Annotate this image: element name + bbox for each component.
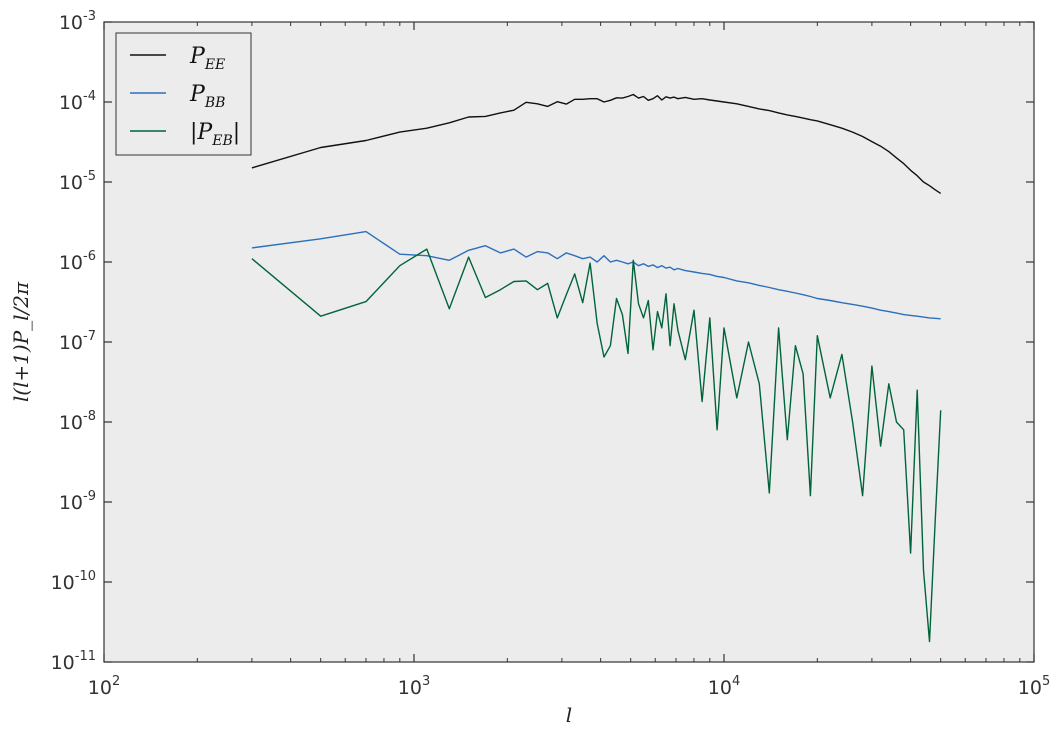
legend-box: [115, 32, 252, 156]
y-tick-exponent: -5: [83, 169, 96, 184]
legend-subscript: EE: [204, 57, 225, 73]
y-tick-label: 10-11: [51, 649, 96, 674]
y-tick-base: 10: [51, 572, 75, 594]
x-tick-base: 10: [398, 677, 422, 699]
y-tick-label: 10-9: [59, 489, 96, 514]
legend-label-bb: PBB: [189, 82, 225, 111]
x-tick-label: 104: [708, 674, 740, 699]
x-tick-base: 10: [88, 677, 112, 699]
y-tick-label: 10-8: [59, 409, 96, 434]
x-tick-base: 10: [1018, 677, 1042, 699]
legend-main: P: [189, 82, 206, 107]
y-tick-base: 10: [59, 252, 83, 274]
y-tick-exponent: -8: [83, 409, 96, 424]
x-tick-exponent: 5: [1042, 674, 1050, 689]
x-tick-label: 102: [88, 674, 120, 699]
x-axis-label: l: [566, 703, 572, 727]
y-tick-base: 10: [59, 412, 83, 434]
x-tick-label: 103: [398, 674, 430, 699]
legend-label-ee: PEE: [189, 44, 225, 73]
y-tick-exponent: -10: [75, 569, 96, 584]
x-tick-base: 10: [708, 677, 732, 699]
y-tick-base: 10: [59, 492, 83, 514]
legend-abs-bar: |: [233, 120, 240, 145]
series-line-bb: [251, 230, 941, 320]
legend-main: P: [189, 44, 206, 69]
legend-abs-bar: |: [190, 120, 197, 145]
y-tick-exponent: -6: [83, 249, 96, 264]
y-tick-label: 10-7: [59, 329, 96, 354]
x-tick-labels: 102 103 104 105: [88, 674, 1050, 699]
series-line-eb: [251, 248, 942, 643]
y-tick-label: 10-3: [59, 9, 96, 34]
y-tick-label: 10-10: [51, 569, 96, 594]
y-tick-base: 10: [59, 172, 83, 194]
y-tick-label: 10-5: [59, 169, 96, 194]
legend-main: P: [196, 120, 213, 145]
y-tick-base: 10: [59, 332, 83, 354]
y-tick-label: 10-6: [59, 249, 96, 274]
y-tick-exponent: -9: [83, 489, 96, 504]
minor-ticks: [196, 22, 1021, 662]
y-tick-exponent: -4: [83, 89, 96, 104]
y-tick-label: 10-4: [59, 89, 96, 114]
plot-background: [104, 22, 1034, 662]
y-tick-base: 10: [59, 12, 83, 34]
y-tick-exponent: -7: [83, 329, 96, 344]
x-tick-exponent: 2: [112, 674, 120, 689]
y-tick-base: 10: [51, 652, 75, 674]
x-tick-label: 105: [1018, 674, 1050, 699]
series-layer: [251, 93, 942, 643]
legend-subscript: EB: [211, 133, 233, 149]
y-tick-base: 10: [59, 92, 83, 114]
x-tick-exponent: 3: [422, 674, 430, 689]
y-tick-exponent: -11: [75, 649, 96, 664]
x-tick-exponent: 4: [732, 674, 740, 689]
legend-subscript: BB: [204, 95, 226, 111]
y-axis-label: l(l+1)P_l/2π: [9, 281, 33, 402]
plot-frame: [103, 21, 1035, 663]
y-tick-exponent: -3: [83, 9, 96, 24]
legend-label-eb: |PEB|: [190, 120, 240, 149]
series-line-ee: [251, 93, 942, 194]
